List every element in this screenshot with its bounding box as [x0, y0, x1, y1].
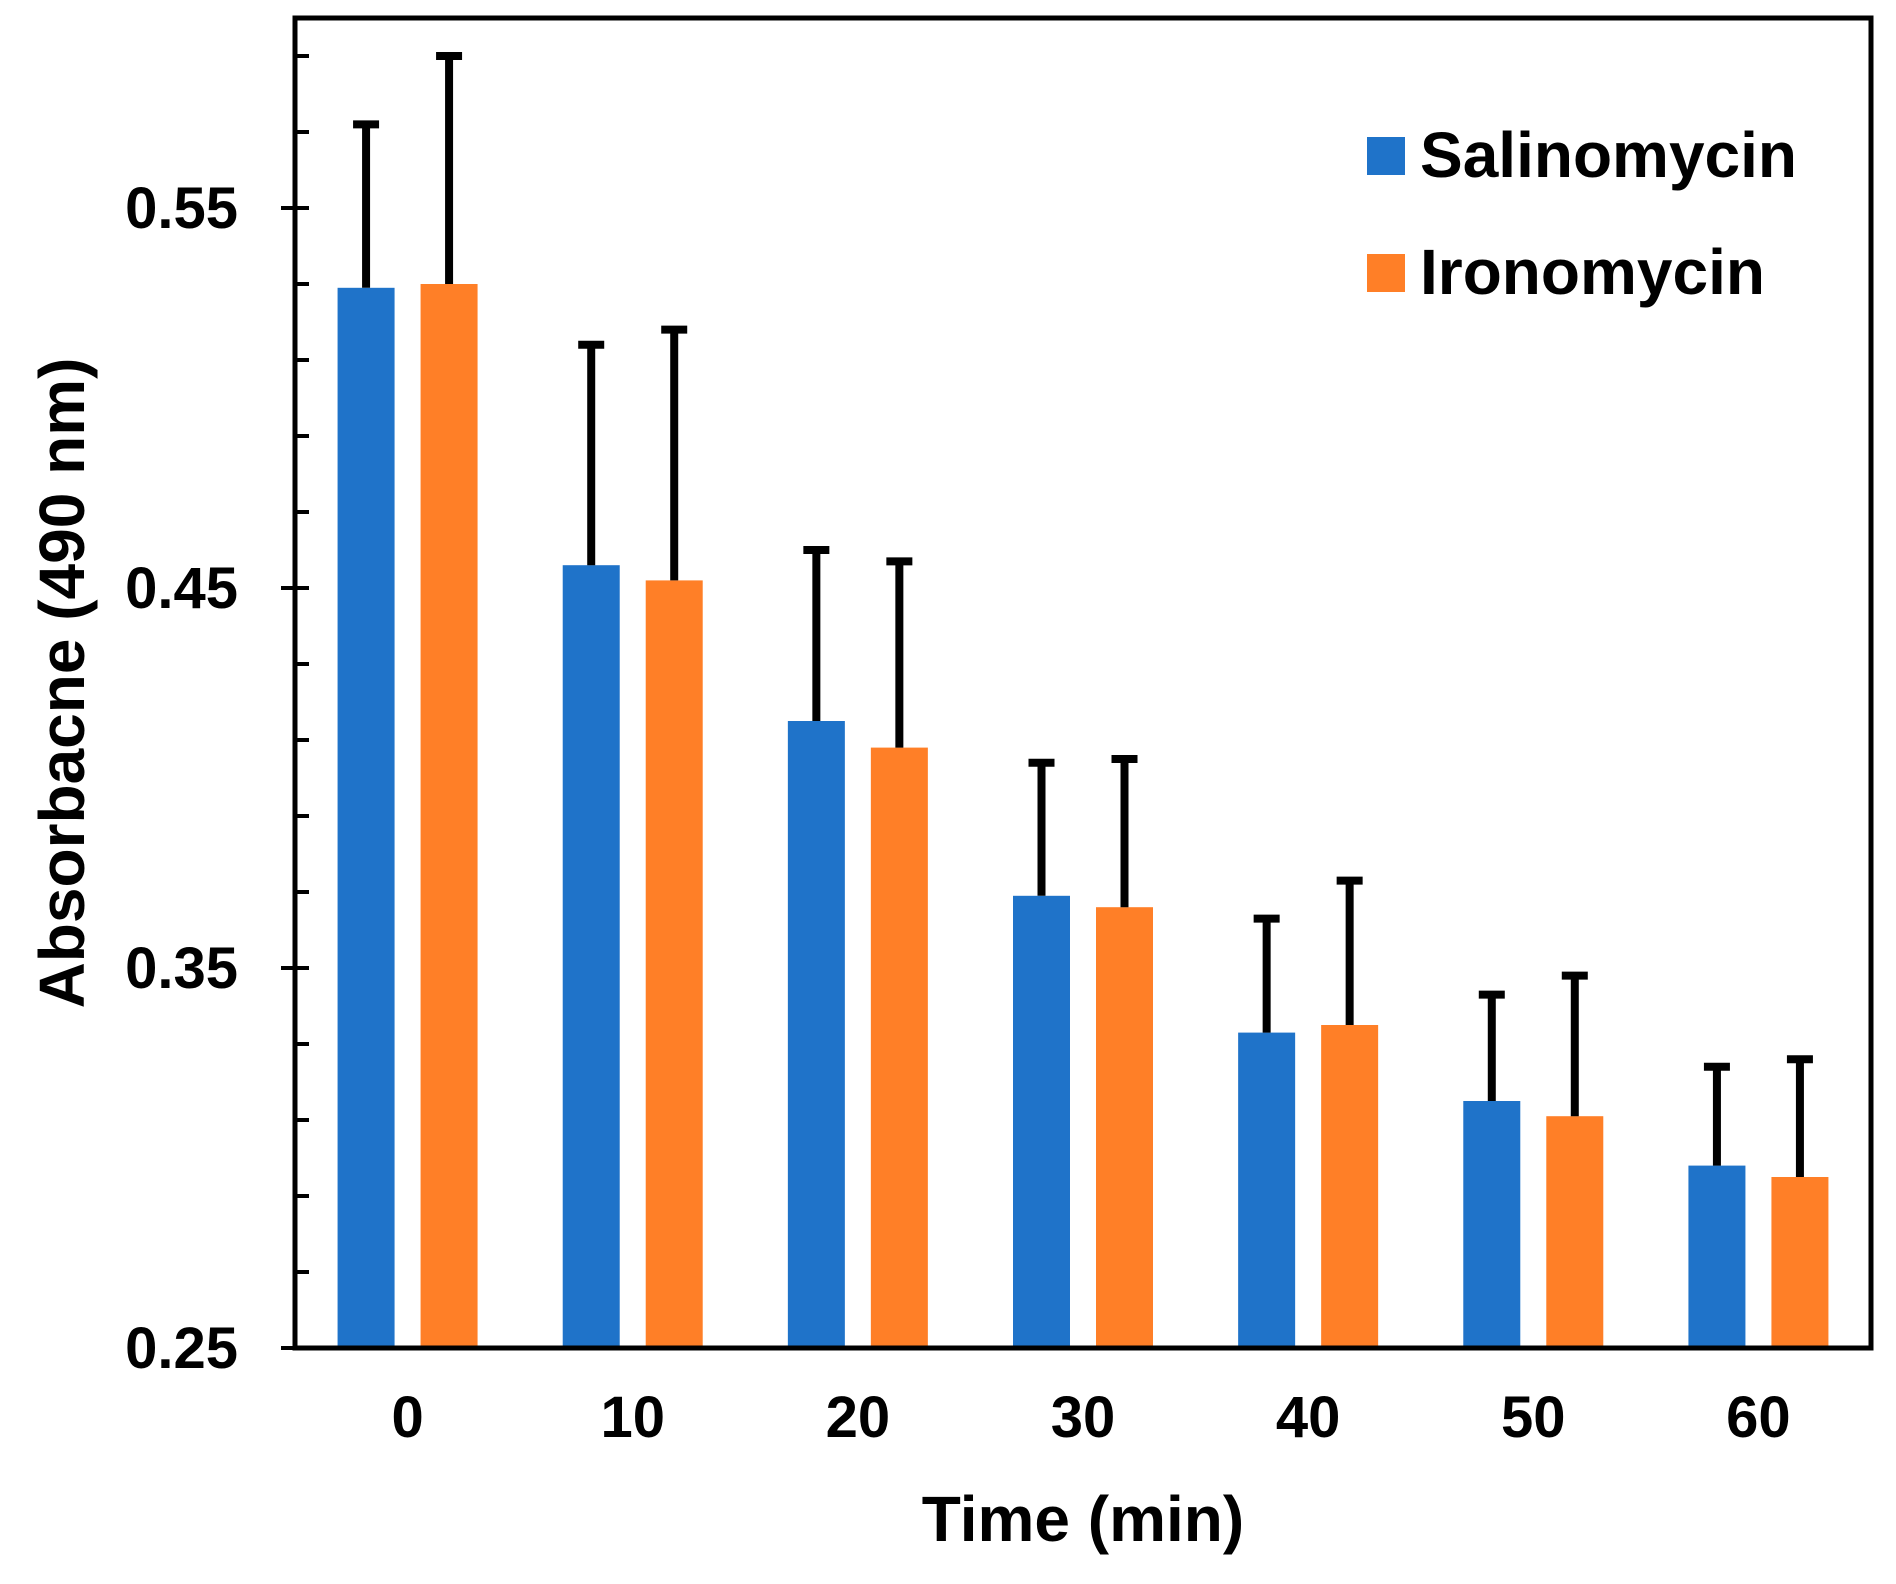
- bars-layer: [337, 284, 1829, 1348]
- bar-ironomycin-10: [645, 580, 703, 1348]
- legend-label-ironomycin: Ironomycin: [1420, 236, 1765, 308]
- error-bars-layer: [353, 52, 1813, 1177]
- x-tick-label-60: 60: [1726, 1385, 1791, 1450]
- bar-ironomycin-30: [1096, 907, 1153, 1348]
- x-tick-label-20: 20: [826, 1385, 891, 1450]
- bar-ironomycin-0: [420, 284, 478, 1348]
- y-tick-label-0.25: 0.25: [125, 1316, 238, 1381]
- y-axis-ticks: [281, 54, 309, 1350]
- plot-frame: [292, 15, 1874, 1351]
- x-axis-tick-labels: 0 10 20 30 40 50 60: [391, 1385, 1790, 1450]
- bar-ironomycin-20: [870, 747, 928, 1348]
- y-tick-label-0.45: 0.45: [125, 556, 238, 621]
- bar-ironomycin-40: [1321, 1025, 1379, 1348]
- x-tick-label-30: 30: [1051, 1385, 1116, 1450]
- bar-salinomycin-0: [337, 287, 395, 1348]
- y-tick-label-0.35: 0.35: [125, 936, 238, 1001]
- bar-salinomycin-60: [1688, 1165, 1746, 1348]
- x-tick-label-0: 0: [391, 1385, 423, 1450]
- y-tick-label-0.55: 0.55: [125, 176, 238, 241]
- bar-salinomycin-20: [787, 721, 845, 1348]
- bar-salinomycin-30: [1013, 895, 1070, 1348]
- bar-salinomycin-10: [562, 565, 620, 1348]
- legend: Salinomycin Ironomycin: [1367, 119, 1797, 308]
- x-axis-title: Time (min): [922, 1483, 1244, 1555]
- y-axis-title: Absorbacne (490 nm): [26, 358, 98, 1009]
- x-tick-label-50: 50: [1501, 1385, 1566, 1450]
- bar-ironomycin-60: [1771, 1177, 1829, 1348]
- bar-salinomycin-40: [1238, 1032, 1296, 1348]
- legend-swatch-ironomycin: [1367, 254, 1405, 292]
- bar-salinomycin-50: [1463, 1101, 1521, 1348]
- legend-label-salinomycin: Salinomycin: [1420, 119, 1797, 191]
- y-axis-tick-labels: 0.25 0.35 0.45 0.55: [125, 176, 238, 1381]
- x-tick-label-40: 40: [1276, 1385, 1341, 1450]
- bar-ironomycin-50: [1546, 1116, 1604, 1348]
- legend-swatch-salinomycin: [1367, 137, 1405, 175]
- x-tick-label-10: 10: [600, 1385, 665, 1450]
